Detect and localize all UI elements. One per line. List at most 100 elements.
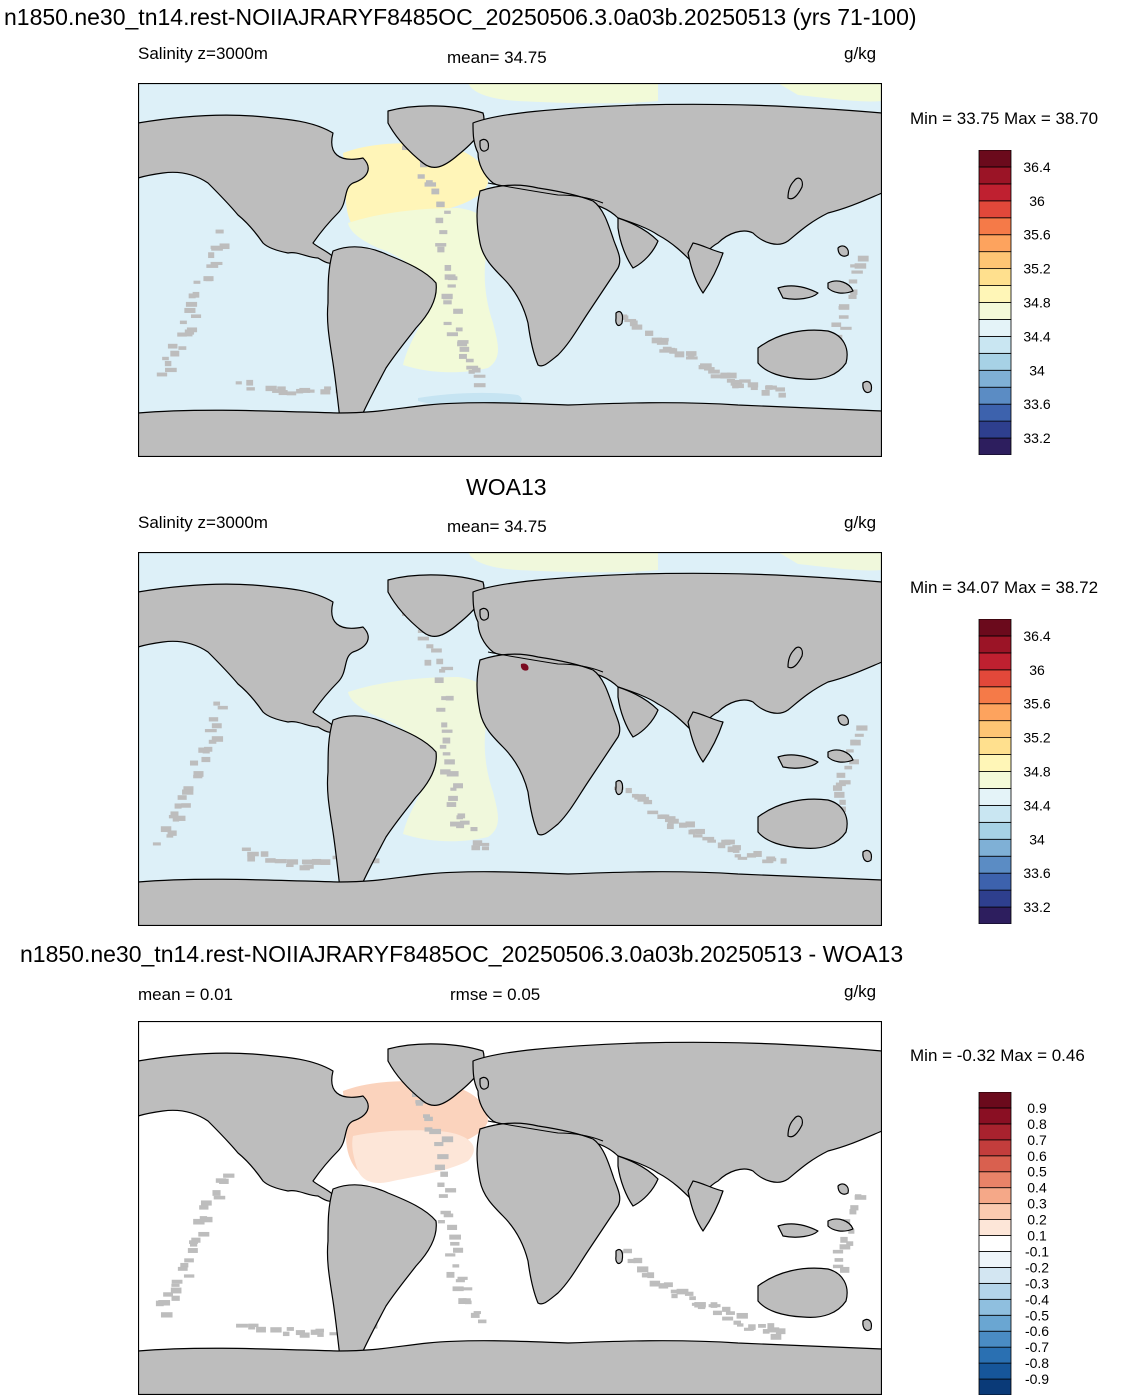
ridge-mask (171, 1283, 180, 1287)
ridge-mask (167, 343, 178, 349)
ridge-mask (198, 747, 207, 753)
ridge-mask (442, 752, 451, 756)
ridge-mask (206, 264, 219, 268)
landmass-africa (476, 1122, 621, 1305)
colorbar-swatch (978, 234, 1012, 253)
landmass-arabia (617, 1155, 659, 1207)
ridge-mask (839, 780, 851, 785)
panel2-units-label: g/kg (844, 513, 877, 532)
ridge-mask (438, 1194, 448, 1198)
colorbar-label: 0.3 (1027, 1196, 1047, 1212)
region-arctic (468, 83, 882, 104)
ridge-mask (722, 1316, 734, 1321)
ridge-mask (831, 322, 842, 327)
colorbar-swatch (978, 872, 1012, 891)
colorbar-swatch (978, 1346, 1012, 1364)
ridge-mask (647, 810, 659, 815)
ridge-mask (286, 864, 294, 868)
ridge-mask (219, 1178, 229, 1184)
ridge-mask (857, 255, 869, 262)
ridge-mask (208, 252, 215, 259)
colorbar-label: 34 (1029, 362, 1045, 378)
colorbar-label: 33.2 (1023, 430, 1050, 446)
ridge-mask (211, 723, 222, 729)
ridge-mask (441, 696, 451, 701)
panel3-minmax-label: Min = -0.32 Max = 0.46 (910, 1046, 1085, 1065)
ridge-mask (637, 796, 649, 802)
ridge-mask (160, 826, 172, 833)
ridge-mask (832, 1249, 844, 1254)
ridge-mask (437, 1154, 449, 1160)
ridge-mask (832, 785, 843, 791)
colorbar-swatch (978, 1282, 1012, 1300)
ridge-mask (182, 789, 194, 795)
ridge-mask (775, 1328, 786, 1335)
map-frame (138, 83, 882, 457)
ridge-mask (840, 326, 852, 330)
colorbar-swatch (978, 1107, 1012, 1125)
panel2-map (138, 552, 882, 926)
ridge-mask (656, 340, 669, 345)
ridge-mask (434, 1164, 445, 1171)
ridge-mask (471, 367, 481, 373)
ridge-mask (695, 828, 705, 835)
colorbar-label: 34.8 (1023, 295, 1050, 311)
landmass-nz (862, 1318, 873, 1332)
colorbar-swatch (978, 352, 1012, 371)
colorbar-swatch (978, 771, 1012, 789)
ridge-mask (466, 365, 479, 370)
ridge-mask (459, 820, 470, 825)
colorbar-swatch (978, 635, 1012, 654)
ridge-mask (658, 1283, 669, 1289)
ridge-mask (164, 360, 172, 367)
colorbar-swatch (978, 183, 1012, 202)
landmass-madagascar (615, 1248, 624, 1265)
ridge-mask (832, 1264, 844, 1269)
colorbar-swatch (978, 200, 1012, 219)
ridge-mask (702, 836, 715, 841)
colorbar-swatch (978, 889, 1012, 908)
ridge-mask (180, 1262, 189, 1268)
ridge-mask (215, 229, 224, 234)
ridge-mask (310, 1329, 319, 1335)
panel1-title: n1850.ne30_tn14.rest-NOIIAJRARYF8485OC_2… (4, 4, 917, 30)
ridge-mask (692, 834, 703, 838)
ridge-mask (627, 1258, 636, 1264)
ridge-mask (184, 329, 195, 335)
ridge-mask (691, 1302, 704, 1306)
ridge-mask (647, 1272, 655, 1279)
ridge-mask (850, 1205, 859, 1211)
landmass-seAsiaIslands (777, 714, 854, 769)
ridge-mask (152, 842, 161, 846)
ridge-mask (778, 392, 786, 398)
ridge-mask (690, 829, 699, 834)
ridge-mask (162, 356, 169, 361)
ridge-mask (295, 1330, 305, 1336)
landmass-africa (476, 653, 621, 836)
colorbar-swatch (978, 319, 1012, 337)
ridge-mask (315, 1328, 325, 1333)
map-frame (138, 1021, 882, 1395)
ridge-mask (850, 264, 858, 268)
ridge-mask (203, 276, 214, 282)
ridge-mask (445, 1188, 457, 1193)
colorbar-swatch (978, 1267, 1012, 1284)
ridge-mask (443, 300, 452, 305)
ridge-mask (247, 855, 256, 862)
colorbar-label: 0.7 (1027, 1132, 1047, 1148)
ridge-mask (707, 839, 716, 843)
ridge-mask (424, 1116, 433, 1122)
colorbar-label: 0.8 (1027, 1116, 1047, 1132)
ridge-mask (684, 1291, 694, 1296)
ridge-mask (441, 722, 448, 728)
ridge-mask (170, 1287, 182, 1294)
colorbar-label: 0.5 (1027, 1164, 1047, 1180)
ridge-mask (274, 859, 287, 864)
ridge-mask (303, 864, 314, 869)
ridge-mask (181, 803, 191, 808)
ridge-mask (730, 379, 743, 386)
colorbar-swatch (978, 838, 1012, 857)
ridge-mask (198, 1231, 210, 1237)
colorbar-swatch (978, 619, 1012, 637)
